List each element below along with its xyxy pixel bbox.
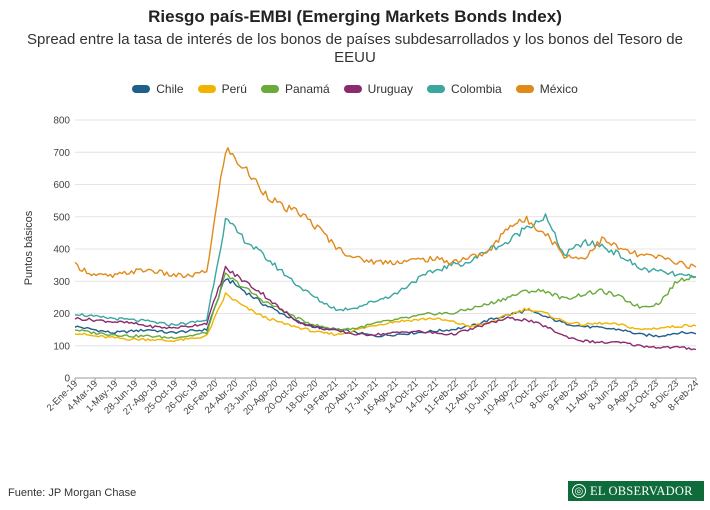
y-tick-label: 100 [53, 341, 70, 352]
x-axis: 2-Ene-194-Mar-191-May-1928-Jun-1927-Ago-… [45, 378, 701, 417]
y-tick-label: 600 [53, 180, 70, 191]
y-axis: 0 100 200 300 400 500 600 700 800 [53, 116, 70, 385]
y-tick-label: 0 [64, 374, 70, 385]
logo-mark-icon: ◎ [572, 484, 586, 498]
legend-swatch [515, 85, 534, 93]
legend-swatch [132, 85, 151, 93]
chart-subtitle: Spread entre la tasa de interés de los b… [27, 31, 683, 66]
logo-text: EL OBSERVADOR [590, 483, 693, 498]
el-observador-logo: ◎ EL OBSERVADOR [568, 481, 704, 501]
legend-item-uruguay: Uruguay [343, 82, 414, 96]
legend-label: Chile [156, 82, 184, 96]
legend-swatch [343, 85, 362, 93]
y-tick-label: 200 [53, 309, 70, 320]
y-tick-label: 500 [53, 212, 70, 223]
line-chart: 0 100 200 300 400 500 600 700 800 2-Ene-194-Mar-… [23, 116, 701, 418]
series-line-perú [74, 292, 697, 343]
legend-item-méxico: México [515, 82, 578, 96]
legend-item-chile: Chile [132, 82, 184, 96]
legend-swatch [427, 85, 446, 93]
legend-item-perú: Perú [197, 82, 247, 96]
legend-item-panamá: Panamá [260, 82, 330, 96]
legend-label: México [539, 82, 578, 96]
chart-title: Riesgo país-EMBI (Emerging Markets Bonds… [148, 7, 562, 26]
legend: Chile Perú Panamá Uruguay Colombia México [0, 82, 710, 96]
legend-label: Colombia [451, 82, 502, 96]
series-line-méxico [74, 147, 697, 279]
grid [75, 119, 696, 379]
y-tick-label: 400 [53, 245, 70, 256]
series-line-panamá [75, 272, 697, 340]
legend-label: Perú [221, 82, 247, 96]
y-axis-label: Puntos básicos [23, 210, 35, 285]
legend-swatch [260, 85, 279, 93]
legend-swatch [197, 85, 216, 93]
series-line-uruguay [74, 265, 697, 351]
series-lines [74, 147, 697, 351]
source-note: Fuente: JP Morgan Chase [8, 487, 137, 499]
series-line-colombia [74, 213, 697, 327]
legend-label: Uruguay [367, 82, 414, 96]
y-tick-label: 300 [53, 277, 70, 288]
legend-label: Panamá [284, 82, 330, 96]
legend-item-colombia: Colombia [427, 82, 502, 96]
y-tick-label: 700 [53, 148, 70, 159]
y-tick-label: 800 [53, 116, 70, 127]
